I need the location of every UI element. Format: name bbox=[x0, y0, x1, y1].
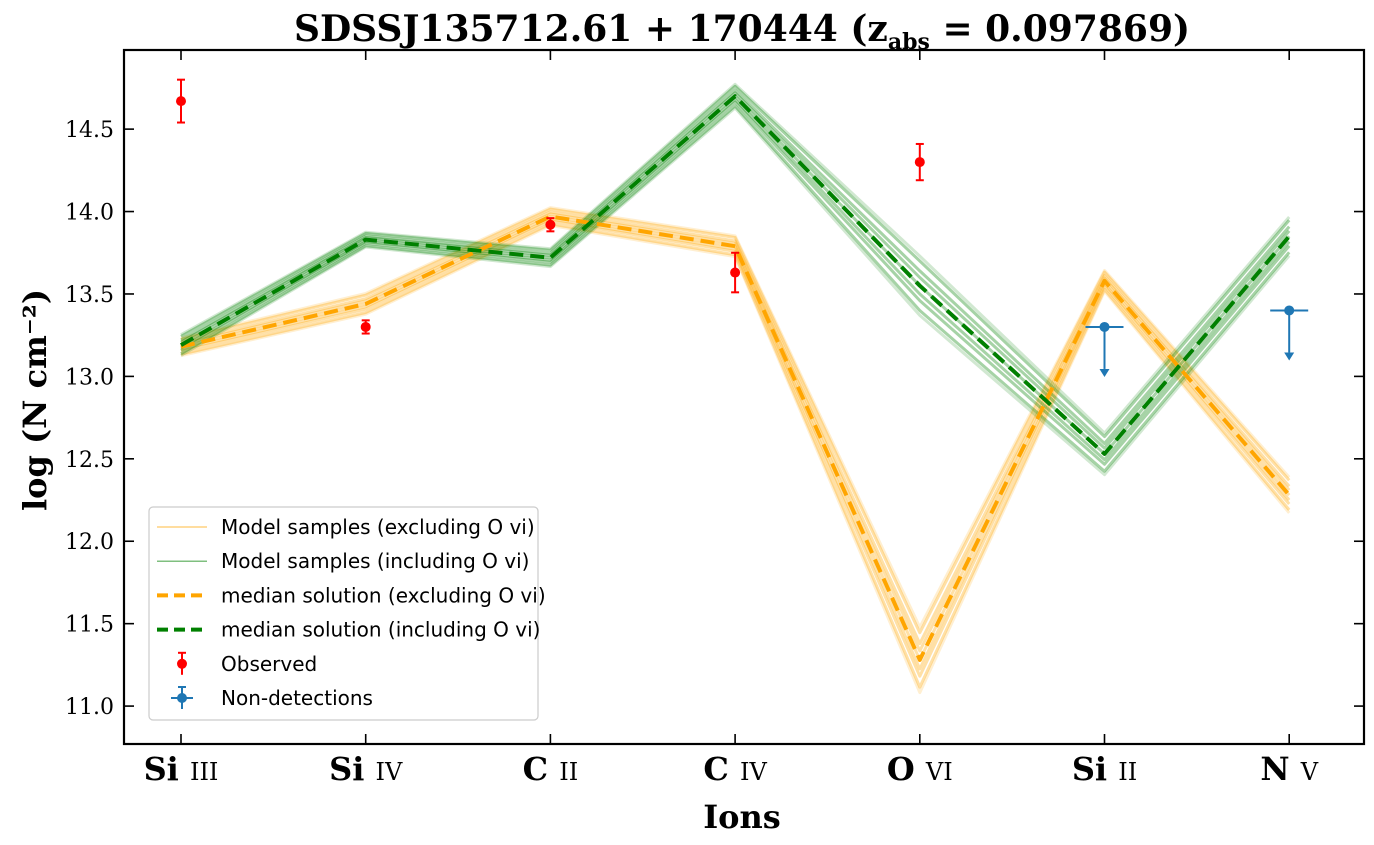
observed-points bbox=[176, 78, 925, 335]
y-axis: 11.0 11.5 12.0 12.5 13.0 13.5 14.0 14.5 bbox=[65, 118, 1364, 720]
x-axis-title: Ions bbox=[703, 798, 781, 836]
observed-point bbox=[730, 267, 741, 278]
legend-swatch-marker bbox=[177, 658, 187, 669]
upper-limit-arrow bbox=[1099, 368, 1110, 377]
non-detection-points bbox=[1085, 305, 1309, 377]
x-tick-label: Si IV bbox=[329, 750, 403, 788]
legend: Model samples (excluding O vi) Model samp… bbox=[148, 506, 546, 721]
median-line bbox=[180, 214, 1291, 662]
observed-point bbox=[176, 96, 186, 107]
y-tick-label: 11.0 bbox=[65, 695, 114, 720]
legend-label: Model samples (excluding O vi) bbox=[221, 515, 535, 539]
model-sample-line bbox=[180, 82, 1291, 435]
legend-box bbox=[148, 506, 539, 721]
y-tick-label: 12.5 bbox=[65, 448, 114, 473]
x-axis: Si III Si IV C II C IV O VI Si II N V bbox=[144, 50, 1319, 788]
plot-frame bbox=[122, 48, 1366, 746]
model-sample-line bbox=[180, 91, 1291, 450]
model-sample-line bbox=[180, 84, 1291, 439]
model-sample-line bbox=[180, 100, 1291, 466]
x-tick-label: N V bbox=[1260, 750, 1318, 788]
x-tick-label: O VI bbox=[887, 750, 953, 788]
y-tick-label: 11.5 bbox=[65, 613, 114, 638]
non-detection-point bbox=[1099, 321, 1110, 332]
model-sample-line bbox=[180, 106, 1291, 477]
legend-label: median solution (including O vi) bbox=[221, 618, 540, 642]
y-tick-label: 13.0 bbox=[65, 365, 114, 390]
observed-point bbox=[360, 321, 371, 332]
legend-label: Observed bbox=[221, 652, 317, 676]
model-sample-line bbox=[180, 219, 1291, 678]
non-detection-point bbox=[1284, 305, 1295, 316]
legend-label: Model samples (including O vi) bbox=[221, 549, 529, 573]
chart-title: SDSSJ135712.61 + 170444 (zabs = 0.097869… bbox=[294, 8, 1190, 55]
model-sample-line bbox=[180, 104, 1291, 473]
x-tick-label: Si II bbox=[1072, 750, 1137, 788]
x-tick-label: Si III bbox=[144, 750, 219, 788]
observed-point bbox=[914, 157, 925, 168]
median-line bbox=[180, 94, 1291, 456]
model-sample-line bbox=[180, 207, 1291, 635]
model-sample-line bbox=[180, 88, 1291, 445]
model-sample-line bbox=[180, 212, 1291, 653]
y-tick-label: 12.0 bbox=[65, 530, 114, 555]
legend-label: median solution (excluding O vi) bbox=[221, 583, 546, 607]
x-tick-label: C IV bbox=[703, 750, 767, 788]
median-solution-lines bbox=[180, 94, 1291, 662]
legend-label: Non-detections bbox=[221, 686, 373, 710]
model-sample-line bbox=[180, 206, 1291, 629]
model-sample-line bbox=[180, 210, 1291, 646]
y-tick-label: 14.5 bbox=[65, 118, 114, 143]
observed-point bbox=[545, 219, 556, 230]
legend-swatch-marker bbox=[177, 693, 187, 703]
upper-limit-arrow bbox=[1284, 352, 1295, 361]
x-tick-label: C II bbox=[523, 750, 579, 788]
y-tick-label: 14.0 bbox=[65, 201, 114, 226]
y-tick-label: 13.5 bbox=[65, 283, 114, 308]
y-axis-title: log (N cm⁻²) bbox=[16, 289, 54, 511]
